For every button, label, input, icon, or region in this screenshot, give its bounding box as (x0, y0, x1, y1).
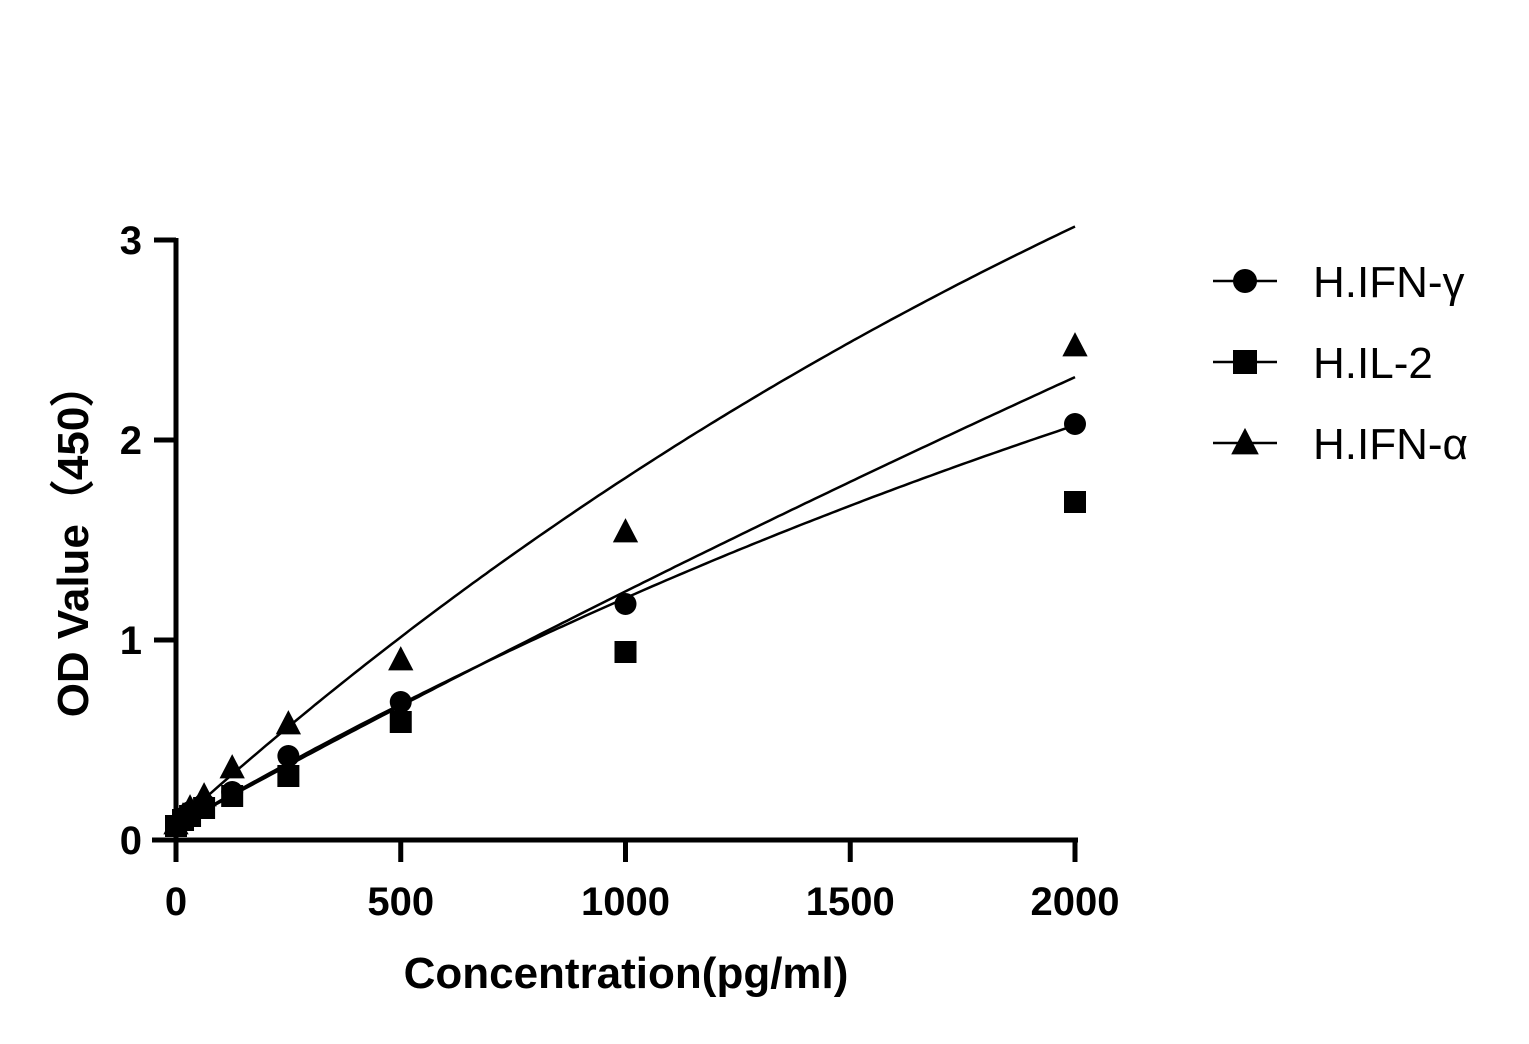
data-point-s2-8 (1062, 332, 1088, 357)
data-point-s0-7 (614, 593, 637, 615)
data-point-s2-5 (275, 710, 302, 735)
x-tick-label-2: 1000 (581, 880, 670, 924)
x-ticks: 0 500 1000 1500 2000 (165, 840, 1120, 924)
data-point-s0-5 (277, 745, 300, 767)
data-point-s2-6 (388, 646, 414, 671)
legend-label-1: H.IL-2 (1313, 339, 1433, 388)
data-point-s2-2 (177, 794, 203, 819)
x-axis-title: Concentration(pg/ml) (404, 949, 849, 998)
y-tick-label-2: 2 (120, 419, 142, 463)
fit-curve-2 (175, 225, 1076, 825)
data-points (163, 332, 1088, 837)
data-point-s0-8 (1064, 413, 1086, 435)
y-tick-label-3: 3 (120, 219, 142, 263)
x-tick-label-0: 0 (165, 880, 187, 924)
fit-curve-1 (175, 424, 1076, 828)
data-point-s1-6 (389, 711, 412, 733)
legend: H.IFN-γ H.IL-2 H.IFN-α (1213, 258, 1468, 469)
legend-marker-1 (1233, 350, 1257, 374)
legend-label-2: H.IFN-α (1313, 420, 1468, 469)
data-point-s2-7 (612, 518, 639, 543)
x-tick-label-1: 500 (367, 880, 434, 924)
data-point-s2-4 (219, 754, 245, 779)
axes (152, 238, 1078, 843)
legend-label-0: H.IFN-γ (1313, 258, 1465, 307)
data-point-s0-6 (389, 691, 412, 713)
y-tick-label-1: 1 (120, 619, 142, 663)
data-point-s1-4 (221, 785, 244, 807)
legend-marker-2 (1231, 427, 1259, 455)
y-ticks: 0 1 2 3 (120, 219, 176, 863)
y-tick-label-0: 0 (120, 819, 142, 863)
y-axis-title: OD Value（450） (49, 363, 98, 718)
fit-curve-0 (175, 375, 1076, 828)
data-point-s1-5 (277, 765, 300, 787)
x-tick-label-3: 1500 (806, 880, 895, 924)
data-point-s1-8 (1064, 491, 1086, 513)
x-tick-label-4: 2000 (1031, 880, 1120, 924)
data-point-s2-3 (191, 782, 217, 807)
data-point-s1-7 (614, 641, 637, 663)
legend-marker-0 (1233, 269, 1257, 293)
